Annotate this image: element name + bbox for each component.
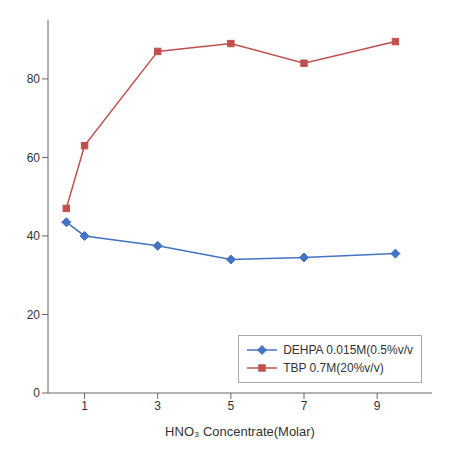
svg-text:40: 40 (27, 229, 41, 243)
html-text:TBP 0.7M(20%v/v): TBP 0.7M(20%v/v) (283, 361, 384, 375)
svg-text:0: 0 (33, 386, 40, 400)
svg-text:1: 1 (81, 399, 88, 413)
svg-text:3: 3 (154, 399, 161, 413)
svg-text:7: 7 (301, 399, 308, 413)
svg-text:5: 5 (228, 399, 235, 413)
svg-text:HNO₃ Concentrate(Molar): HNO₃ Concentrate(Molar) (165, 424, 315, 439)
svg-text:60: 60 (27, 151, 41, 165)
svg-text:9: 9 (374, 399, 381, 413)
svg-text:20: 20 (27, 308, 41, 322)
svg-text:80: 80 (27, 72, 41, 86)
html-text:DEHPA 0.015M(0.5%v/v: DEHPA 0.015M(0.5%v/v (283, 343, 413, 357)
